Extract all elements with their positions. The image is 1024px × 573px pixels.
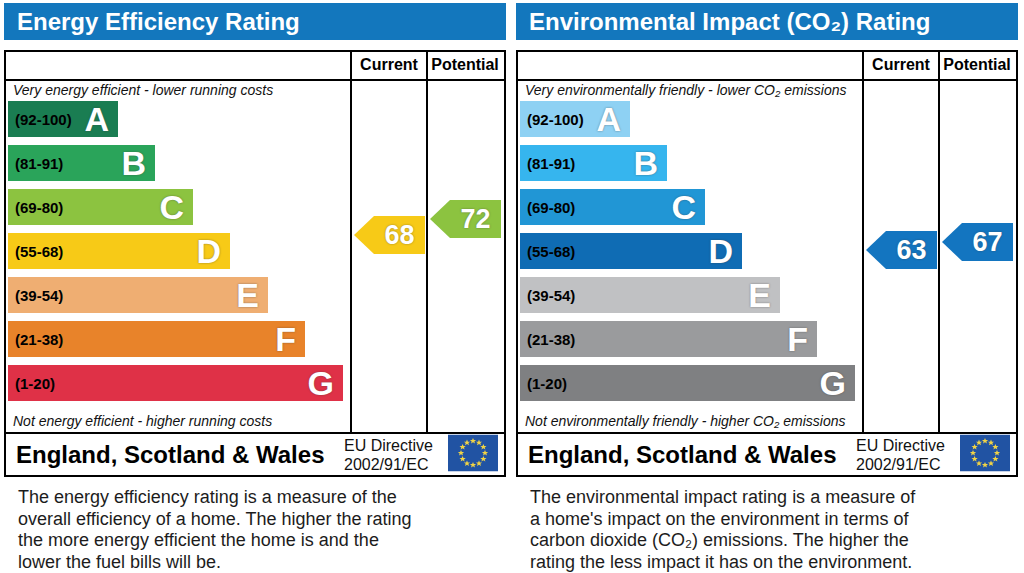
band-bar-B: (81-91) B	[520, 145, 667, 181]
current-column-header: Current	[862, 52, 938, 79]
band-bar-A: (92-100) A	[8, 101, 118, 137]
band-letter: G	[820, 364, 846, 403]
band-letter: C	[671, 188, 696, 227]
current-rating-value: 68	[374, 220, 425, 251]
rating-panel: Energy Efficiency Rating Current Potenti…	[4, 3, 506, 573]
band-range-label: (69-80)	[15, 199, 63, 216]
band-range-label: (69-80)	[527, 199, 575, 216]
table-footer: England, Scotland & Wales EU Directive20…	[518, 432, 1016, 475]
bottom-note: Not energy efficient - higher running co…	[6, 413, 272, 429]
band-bar-B: (81-91) B	[8, 145, 155, 181]
band-letter: G	[308, 364, 334, 403]
eu-flag-icon	[448, 434, 498, 475]
potential-rating-value: 67	[962, 227, 1013, 258]
table-body: Very energy efficient - lower running co…	[6, 81, 504, 432]
band-range-label: (55-68)	[527, 243, 575, 260]
band-range-label: (81-91)	[527, 155, 575, 172]
band-range-label: (39-54)	[527, 287, 575, 304]
band-bars: (92-100) A (81-91) B (69-80) C (55-68) D (39-54)…	[520, 101, 862, 401]
description-line: rating the less impact it has on the env…	[530, 552, 1018, 573]
band-letter: D	[708, 232, 733, 271]
band-bar-F: (21-38) F	[520, 321, 817, 357]
band-range-label: (55-68)	[15, 243, 63, 260]
description-line: the more energy efficient the home is an…	[18, 530, 506, 552]
band-bar-G: (1-20) G	[520, 365, 855, 401]
current-column: 68	[350, 81, 426, 432]
current-rating-value: 63	[886, 235, 937, 266]
band-range-label: (81-91)	[15, 155, 63, 172]
potential-column: 72	[426, 81, 502, 432]
table-header-row: Current Potential	[6, 52, 504, 81]
top-note: Very energy efficient - lower running co…	[6, 82, 350, 98]
band-letter: A	[596, 100, 621, 139]
band-bar-D: (55-68) D	[520, 233, 742, 269]
description-text: The energy efficiency rating is a measur…	[4, 487, 506, 573]
band-letter: B	[633, 144, 658, 183]
band-bar-E: (39-54) E	[8, 277, 268, 313]
bands-column: Very energy efficient - lower running co…	[6, 81, 350, 432]
table-body: Very environmentally friendly - lower CO…	[518, 81, 1016, 432]
band-letter: E	[748, 276, 771, 315]
band-letter: C	[159, 188, 184, 227]
band-letter: B	[121, 144, 146, 183]
description-text: The environmental impact rating is a mea…	[516, 487, 1018, 573]
description-line: a home's impact on the environment in te…	[530, 509, 1018, 531]
band-bar-D: (55-68) D	[8, 233, 230, 269]
potential-column-header: Potential	[426, 52, 502, 79]
eu-directive-label: EU Directive2002/91/EC	[344, 436, 433, 474]
header-spacer	[518, 52, 862, 79]
table-header-row: Current Potential	[518, 52, 1016, 81]
region-label: England, Scotland & Wales	[518, 441, 836, 469]
top-note: Very environmentally friendly - lower CO…	[518, 82, 862, 98]
potential-rating-value: 72	[450, 204, 501, 235]
description-line: The environmental impact rating is a mea…	[530, 487, 1018, 509]
band-range-label: (21-38)	[15, 331, 63, 348]
region-label: England, Scotland & Wales	[6, 441, 324, 469]
panel-title: Energy Efficiency Rating	[4, 3, 506, 40]
band-letter: D	[196, 232, 221, 271]
eu-flag-icon	[960, 434, 1010, 475]
potential-column-header: Potential	[938, 52, 1014, 79]
band-range-label: (39-54)	[15, 287, 63, 304]
panel-title: Environmental Impact (CO₂) Rating	[516, 3, 1018, 40]
potential-rating-arrow: 67	[942, 223, 1013, 261]
band-letter: F	[275, 320, 296, 359]
description-line: carbon dioxide (CO₂) emissions. The high…	[530, 530, 1018, 552]
eu-directive-label: EU Directive2002/91/EC	[856, 436, 945, 474]
rating-table: Current Potential Very environmentally f…	[516, 50, 1018, 477]
header-spacer	[6, 52, 350, 79]
rating-table: Current Potential Very energy efficient …	[4, 50, 506, 477]
description-line: lower the fuel bills will be.	[18, 552, 506, 573]
current-rating-arrow: 68	[354, 216, 425, 254]
band-bars: (92-100) A (81-91) B (69-80) C (55-68) D (39-54)…	[8, 101, 350, 401]
band-bar-C: (69-80) C	[520, 189, 705, 225]
rating-panel: Environmental Impact (CO₂) Rating Curren…	[516, 3, 1018, 573]
current-rating-arrow: 63	[866, 231, 937, 269]
potential-rating-arrow: 72	[430, 200, 501, 238]
band-range-label: (1-20)	[15, 375, 55, 392]
band-range-label: (92-100)	[15, 111, 72, 128]
table-footer: England, Scotland & Wales EU Directive20…	[6, 432, 504, 475]
band-bar-A: (92-100) A	[520, 101, 630, 137]
band-bar-F: (21-38) F	[8, 321, 305, 357]
band-letter: E	[236, 276, 259, 315]
potential-column: 67	[938, 81, 1014, 432]
band-bar-G: (1-20) G	[8, 365, 343, 401]
current-column-header: Current	[350, 52, 426, 79]
band-range-label: (21-38)	[527, 331, 575, 348]
band-letter: A	[84, 100, 109, 139]
band-range-label: (1-20)	[527, 375, 567, 392]
band-bar-C: (69-80) C	[8, 189, 193, 225]
band-bar-E: (39-54) E	[520, 277, 780, 313]
bottom-note: Not environmentally friendly - higher CO…	[518, 413, 845, 429]
current-column: 63	[862, 81, 938, 432]
band-letter: F	[787, 320, 808, 359]
description-line: overall efficiency of a home. The higher…	[18, 509, 506, 531]
bands-column: Very environmentally friendly - lower CO…	[518, 81, 862, 432]
description-line: The energy efficiency rating is a measur…	[18, 487, 506, 509]
band-range-label: (92-100)	[527, 111, 584, 128]
